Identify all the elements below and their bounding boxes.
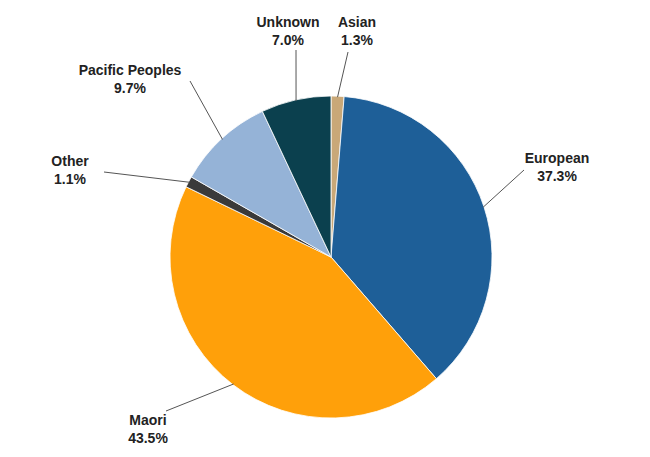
data-label: 9.7% bbox=[114, 80, 146, 96]
leader-line bbox=[338, 52, 348, 97]
leader-line bbox=[483, 170, 524, 207]
slice-name: Unknown bbox=[257, 14, 320, 30]
data-label: 37.3% bbox=[537, 168, 577, 184]
slice-name: Other bbox=[51, 153, 89, 169]
leader-line bbox=[296, 50, 297, 101]
leader-line bbox=[166, 384, 234, 411]
pie-slice bbox=[262, 96, 331, 257]
slices bbox=[170, 96, 492, 418]
data-label: 1.3% bbox=[341, 32, 373, 48]
slice-name: European bbox=[525, 150, 590, 166]
data-label: 1.1% bbox=[54, 171, 86, 187]
pie-chart: Asian 1.3% European 37.3% Maori 43.5% Other 1.1… bbox=[0, 0, 650, 457]
slice-name: Asian bbox=[338, 14, 376, 30]
leader-line bbox=[190, 81, 222, 139]
data-label: 43.5% bbox=[128, 430, 168, 446]
labels: Asian 1.3% European 37.3% Maori 43.5% Other 1.1… bbox=[51, 14, 589, 446]
slice-name: Pacific Peoples bbox=[79, 62, 182, 78]
chart-container: Asian 1.3% European 37.3% Maori 43.5% Other 1.1… bbox=[0, 0, 650, 457]
data-label: 7.0% bbox=[272, 32, 304, 48]
leader-line bbox=[104, 172, 190, 182]
slice-name: Maori bbox=[129, 412, 166, 428]
